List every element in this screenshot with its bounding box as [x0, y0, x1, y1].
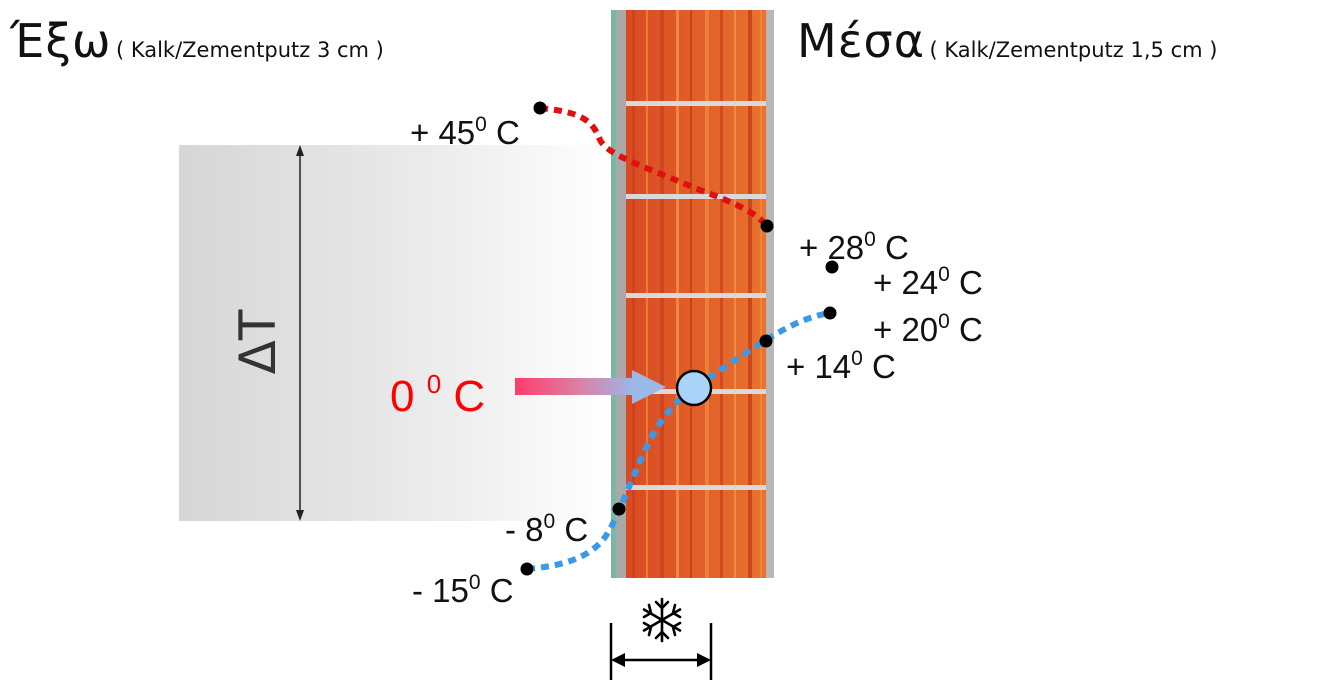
- delta-t-label: ΔT: [229, 309, 287, 375]
- inside-note: ( Kalk/Zementputz 1,5 cm ): [929, 38, 1218, 62]
- outside-title: Έξω: [10, 14, 112, 68]
- outside-header: Έξω ( Kalk/Zementputz 3 cm ): [10, 14, 384, 68]
- delta-t-dimension-line: [296, 145, 304, 521]
- point-plus20: [823, 306, 837, 320]
- outside-note: ( Kalk/Zementputz 3 cm ): [115, 38, 384, 62]
- mortar-joint: [626, 485, 766, 490]
- point-minus15: [520, 562, 534, 576]
- dew-point-label: 0 0 C: [390, 369, 486, 421]
- inside-title: Μέσα: [797, 14, 926, 68]
- delta-t-region: [179, 145, 611, 521]
- label-plus14: + 140 C: [786, 347, 896, 385]
- dew-point-arrow: [515, 370, 666, 404]
- label-minus8: - 80 C: [505, 510, 589, 548]
- outer-plaster-gray: [616, 10, 626, 578]
- point-plus45: [533, 101, 547, 115]
- point-plus28: [760, 219, 774, 233]
- inner-plaster-layer: [766, 10, 774, 578]
- warm-temperature-curve: [539, 105, 770, 229]
- brick-layer: [626, 10, 766, 578]
- wall: [611, 10, 774, 578]
- label-plus28: + 280 C: [799, 228, 909, 266]
- label-minus15: - 150 C: [412, 571, 514, 609]
- label-plus20: + 200 C: [873, 310, 983, 348]
- snowflake-icon: [642, 597, 682, 643]
- mortar-joint: [626, 293, 766, 298]
- label-plus45: + 450 C: [410, 113, 520, 151]
- frost-zone-dimension: [609, 623, 713, 680]
- outer-plaster-layer: [611, 10, 616, 578]
- point-plus24: [825, 260, 839, 274]
- label-plus24: + 240 C: [873, 263, 983, 301]
- mortar-joint: [626, 194, 766, 199]
- inside-header: Μέσα ( Kalk/Zementputz 1,5 cm ): [797, 14, 1217, 68]
- dew-point-marker: [675, 369, 713, 407]
- mortar-joint: [626, 101, 766, 106]
- point-plus14: [759, 334, 773, 348]
- point-minus8: [612, 502, 626, 516]
